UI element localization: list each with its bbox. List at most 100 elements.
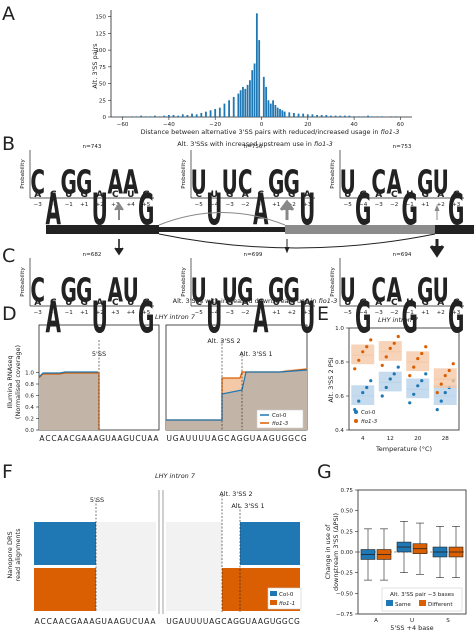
panel-d-coverage: LHY intron 7 Illumina RNAseq(Normalised … xyxy=(6,313,308,443)
logo-ylabel: Probability xyxy=(20,267,26,297)
panel-g-ytick-label: 0.50 xyxy=(341,509,354,515)
panel-f-seq-left-base: U xyxy=(101,617,107,626)
panel-a-bar xyxy=(371,116,374,117)
panel-a-ytick-label: 75 xyxy=(99,65,107,71)
panel-f-legend-col: Col-0 xyxy=(279,592,294,598)
panel-e-point xyxy=(420,351,424,356)
panel-d-seq-left-base: G xyxy=(99,434,105,443)
panel-f-left-col xyxy=(34,522,96,565)
panel-f-seq-left-base: C xyxy=(65,617,70,626)
panel-d-seq-left-base: A xyxy=(57,434,63,443)
logo-main-base: U xyxy=(340,273,356,310)
logo-main-base: U xyxy=(92,293,108,343)
panel-a-bar xyxy=(191,113,193,117)
logo-minor-base: C xyxy=(453,298,460,308)
panel-f-seq-right-base: G xyxy=(276,617,282,626)
panel-d-seq-left-base: A xyxy=(87,434,93,443)
panel-letter-b: B xyxy=(2,133,15,155)
panel-a-ytick-label: 150 xyxy=(95,15,106,21)
panel-e-box xyxy=(406,351,430,371)
panel-a-bar xyxy=(320,114,323,117)
logo-main-base: C xyxy=(30,273,45,310)
logo-minor-base: G xyxy=(360,190,367,200)
panel-d-seq-right-base: A xyxy=(211,434,217,443)
panel-a-bar xyxy=(348,115,351,117)
panel-a-bar xyxy=(195,114,198,117)
logo-minor-base: G xyxy=(288,298,295,308)
panel-e-y-ticks: 0.4 0.6 0.8 1.0 xyxy=(335,326,349,434)
panel-e-boxes xyxy=(351,334,457,412)
panel-d-seq-left-base: C xyxy=(69,434,74,443)
panel-f-seq-right-base: U xyxy=(191,617,197,626)
panel-e-box xyxy=(378,371,402,392)
panel-f-ylabel: Nanopore DRSread alignments xyxy=(6,528,22,582)
logo-xtick: −1 xyxy=(406,310,415,316)
logo-xtick: +1 xyxy=(421,310,430,316)
logo-minor-base: C xyxy=(50,298,57,308)
logo-n-label: n=699 xyxy=(244,252,263,258)
panel-d-seq-left-base: A xyxy=(117,434,123,443)
logo-main-base: U xyxy=(191,273,207,310)
logo-xtick: −3 xyxy=(226,310,235,316)
panel-d-alt1-label: Alt. 3'SS 1 xyxy=(239,350,272,358)
logo-minor-base: A xyxy=(96,298,103,308)
panel-a-xtick-label: −20 xyxy=(209,122,221,128)
logo-xtick: −5 xyxy=(195,310,204,316)
panel-e-point xyxy=(361,350,365,354)
panel-f-seq-left-base: A xyxy=(114,617,120,626)
panel-a-bar xyxy=(214,108,217,117)
panel-a-bar xyxy=(205,111,207,117)
logo-xtick: +3 xyxy=(111,202,120,208)
arrow-up-left xyxy=(114,202,124,220)
panel-d-seq-left-base: A xyxy=(63,434,69,443)
logo-n-label: n=694 xyxy=(393,252,412,258)
logo-main-base: A xyxy=(46,185,61,235)
panel-a-bar xyxy=(339,115,342,117)
panel-g-boxes xyxy=(360,521,464,581)
logo-xtick: +3 xyxy=(303,310,312,316)
panel-e-point xyxy=(424,345,428,349)
logo-main-base: A xyxy=(108,273,123,310)
panel-e-point xyxy=(408,374,412,378)
panel-a-bar xyxy=(172,114,175,117)
panel-a-bar xyxy=(269,103,272,117)
panel-g-legend-title: Alt. 3'SS pair −3 bases xyxy=(390,592,454,598)
panel-e-point xyxy=(353,367,357,371)
panel-g-legend-same-swatch xyxy=(386,600,393,606)
logo-main-base: U xyxy=(222,273,238,310)
panel-d-seq-left-base: A xyxy=(153,434,159,443)
logo-xtick: +1 xyxy=(272,310,281,316)
panel-a-bar xyxy=(163,115,166,117)
logo-minor-base: A xyxy=(96,190,103,200)
logo-xtick: −4 xyxy=(359,310,368,316)
logo-minor-base: C xyxy=(391,298,398,308)
panel-a-bar xyxy=(144,116,147,117)
logo-main-base: G xyxy=(417,165,433,202)
logo-minor-base: U xyxy=(211,298,218,308)
panel-d-seq-right-base: C xyxy=(295,434,300,443)
panel-g-ytick-label: 0.25 xyxy=(341,529,354,535)
panel-letter-c: C xyxy=(2,245,15,267)
panel-e-legend-fio-swatch xyxy=(354,419,358,423)
logo-main-base: G xyxy=(138,293,154,343)
panel-f-ss5-label: 5'SS xyxy=(90,496,104,504)
logo-minor-base: A xyxy=(34,190,41,200)
logo-minor-base: G xyxy=(226,190,233,200)
panel-letter-e: E xyxy=(317,303,329,325)
logo-minor-base: U xyxy=(406,190,413,200)
panel-d-seq-right-base: G xyxy=(173,434,179,443)
panel-f-seq-right-base: U xyxy=(245,617,251,626)
panel-e-point xyxy=(357,358,361,362)
panel-d-seq-right-base: G xyxy=(288,434,294,443)
logo-minor-base: U xyxy=(344,190,351,200)
panel-f-nanopore: LHY intron 7 Nanopore DRSread alignments… xyxy=(6,472,302,626)
panel-d-seq-right-base: G xyxy=(243,434,249,443)
logo-xtick: +2 xyxy=(437,310,445,316)
logo-minor-base: U xyxy=(211,190,218,200)
panel-e-box xyxy=(378,341,402,361)
panel-f-legend-col-swatch xyxy=(270,591,277,596)
panel-a-xlabel-prefix: Distance between alternative 3'SS pairs … xyxy=(141,128,381,136)
panel-f-seq-right-base: G xyxy=(215,617,221,626)
logo-minor-base: A xyxy=(375,190,382,200)
